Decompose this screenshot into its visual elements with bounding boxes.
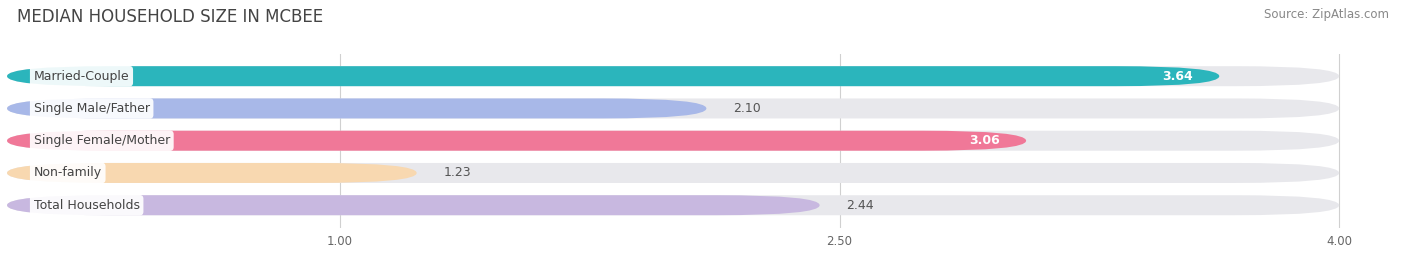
FancyBboxPatch shape xyxy=(7,131,1339,151)
Text: 2.44: 2.44 xyxy=(846,199,875,212)
Text: Single Male/Father: Single Male/Father xyxy=(34,102,149,115)
FancyBboxPatch shape xyxy=(7,66,1219,86)
Text: 3.64: 3.64 xyxy=(1161,70,1192,83)
FancyBboxPatch shape xyxy=(7,98,1339,118)
FancyBboxPatch shape xyxy=(7,163,416,183)
Text: Married-Couple: Married-Couple xyxy=(34,70,129,83)
Text: MEDIAN HOUSEHOLD SIZE IN MCBEE: MEDIAN HOUSEHOLD SIZE IN MCBEE xyxy=(17,8,323,26)
FancyBboxPatch shape xyxy=(7,131,1026,151)
FancyBboxPatch shape xyxy=(7,195,1339,215)
Text: Non-family: Non-family xyxy=(34,166,101,180)
FancyBboxPatch shape xyxy=(7,163,1339,183)
Text: Single Female/Mother: Single Female/Mother xyxy=(34,134,170,147)
Text: Source: ZipAtlas.com: Source: ZipAtlas.com xyxy=(1264,8,1389,21)
Text: 2.10: 2.10 xyxy=(733,102,761,115)
FancyBboxPatch shape xyxy=(7,195,820,215)
Text: 1.23: 1.23 xyxy=(443,166,471,180)
FancyBboxPatch shape xyxy=(7,66,1339,86)
Text: 3.06: 3.06 xyxy=(969,134,1000,147)
FancyBboxPatch shape xyxy=(7,98,706,118)
Text: Total Households: Total Households xyxy=(34,199,139,212)
